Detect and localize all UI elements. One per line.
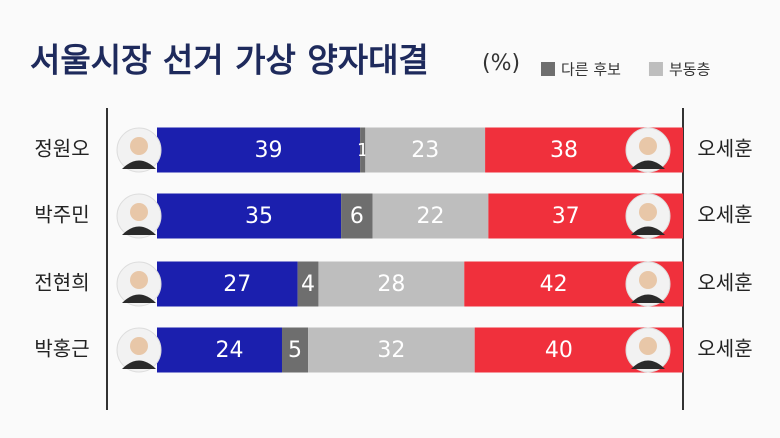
bar-segment (308, 327, 475, 373)
legend-swatch (648, 62, 663, 76)
right-label: 오세훈 (697, 271, 752, 295)
value-label: 24 (215, 338, 243, 363)
category-label: 전현희 (34, 271, 89, 295)
value-label: 40 (545, 338, 573, 363)
value-label: 37 (552, 204, 580, 229)
right-label: 오세훈 (697, 203, 752, 227)
bar-segment (157, 127, 361, 173)
legend-label: 다른 후보 (561, 61, 621, 79)
value-label: 27 (223, 272, 251, 297)
category-label: 박주민 (34, 203, 89, 227)
value-label: 38 (550, 138, 578, 163)
right-label: 오세훈 (697, 337, 752, 361)
bar-segment (341, 193, 373, 239)
photo-head (130, 203, 148, 221)
bar-segment (157, 261, 298, 307)
photo-head (639, 271, 657, 289)
value-label: 5 (288, 338, 302, 363)
photo-head (130, 271, 148, 289)
photo-head (639, 337, 657, 355)
photo-body (122, 226, 156, 235)
photo-body (122, 360, 156, 369)
photo-body (631, 160, 665, 169)
photo-body (122, 294, 156, 303)
value-label: 39 (255, 138, 283, 163)
value-label: 1 (357, 140, 368, 161)
value-label: 42 (540, 272, 568, 297)
legend-swatch (541, 62, 555, 76)
photo-body (122, 160, 156, 169)
category-label: 정원오 (34, 137, 89, 161)
value-label: 22 (417, 204, 445, 229)
value-label: 6 (350, 204, 364, 229)
photo-body (631, 360, 665, 369)
chart-title: 서울시장 선거 가상 양자대결 (30, 41, 429, 80)
legend-label: 부동층 (669, 61, 710, 79)
value-label: 35 (245, 204, 273, 229)
bar-segment (297, 261, 319, 307)
photo-body (631, 294, 665, 303)
category-label: 박홍근 (34, 337, 89, 361)
photo-head (130, 337, 148, 355)
photo-head (639, 203, 657, 221)
right-label: 오세훈 (697, 137, 752, 161)
bar-segment (318, 261, 465, 307)
bar-segment (360, 127, 366, 173)
value-label: 4 (301, 272, 315, 297)
photo-body (631, 226, 665, 235)
bar-segment (157, 327, 282, 373)
bar-segment (281, 327, 309, 373)
bar-segment (157, 193, 342, 239)
value-label: 32 (377, 338, 405, 363)
unit-label: (%) (482, 51, 520, 76)
value-label: 23 (411, 138, 439, 163)
bar-segment (372, 193, 489, 239)
bar-segment (365, 127, 486, 173)
photo-head (130, 137, 148, 155)
photo-head (639, 137, 657, 155)
value-label: 28 (377, 272, 405, 297)
